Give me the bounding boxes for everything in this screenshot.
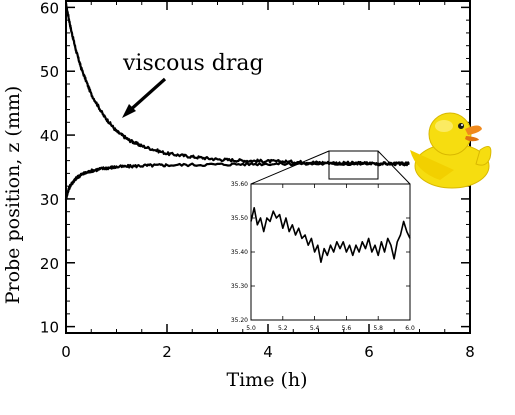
inset-x-tick-label: 5.0 (246, 325, 256, 332)
y-tick-label: 40 (40, 127, 59, 145)
inset-background (251, 184, 410, 320)
zoom-connector-right (377, 150, 411, 185)
inset-y-tick-label: 35.20 (231, 317, 248, 324)
y-tick-label: 10 (40, 319, 59, 337)
inset-y-tick-label: 35.60 (231, 181, 248, 188)
inset-x-tick-label: 5.6 (342, 325, 352, 332)
rubber-duck-icon (410, 112, 492, 189)
y-tick-label: 20 (40, 255, 59, 273)
y-tick-label: 50 (40, 63, 59, 81)
zoom-region-box (328, 150, 379, 180)
x-tick-label: 0 (61, 343, 71, 361)
zoom-connector-left (250, 150, 330, 185)
series-line-2 (64, 161, 410, 201)
inset-x-tick-label: 6.0 (405, 325, 415, 332)
x-tick-label: 2 (162, 343, 172, 361)
series-line-1 (64, 2, 410, 167)
inset-y-tick-label: 35.40 (231, 249, 248, 256)
y-tick-label: 30 (40, 191, 59, 209)
inset-x-tick-label: 5.2 (278, 325, 288, 332)
inset-series-line (250, 207, 411, 264)
inset-x-tick-label: 5.4 (310, 325, 320, 332)
annotation-arrow (122, 77, 167, 118)
inset-x-tick-label: 5.8 (373, 325, 383, 332)
y-axis-label: Probe position, z (mm) (2, 86, 24, 305)
inset-y-tick-label: 35.50 (231, 215, 248, 222)
y-tick-label: 60 (40, 0, 59, 17)
viscous-drag-annotation: viscous drag (122, 51, 264, 76)
inset-plot-frame (250, 183, 411, 321)
x-tick-label: 6 (364, 343, 374, 361)
x-axis-label: Time (h) (226, 369, 307, 391)
x-tick-label: 4 (263, 343, 273, 361)
inset-y-tick-label: 35.30 (231, 283, 248, 290)
x-tick-label: 8 (465, 343, 475, 361)
